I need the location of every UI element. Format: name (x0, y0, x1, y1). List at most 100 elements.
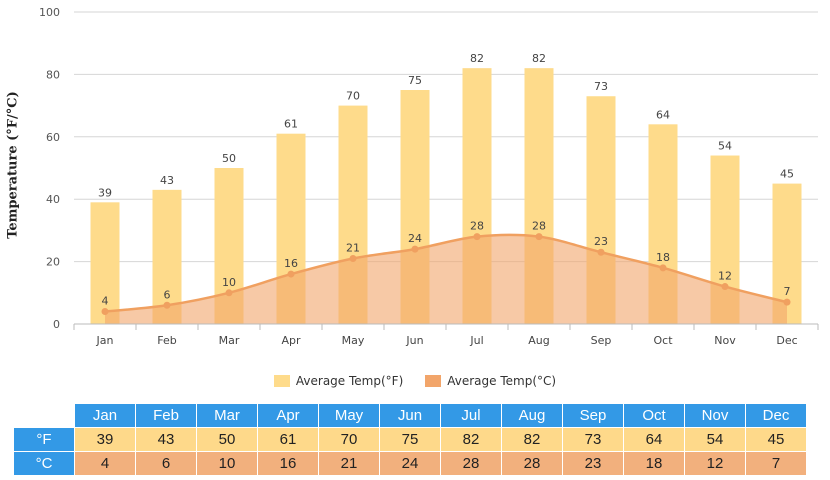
table-cell-celsius: 10 (197, 452, 257, 475)
data-label-fahrenheit: 43 (160, 174, 174, 187)
data-label-fahrenheit: 50 (222, 152, 236, 165)
table-cell-celsius: 23 (563, 452, 623, 475)
point-celsius (597, 248, 605, 256)
temperature-chart: 0 20 40 60 80 100 Jan Feb Mar Apr May Jun Jul Aug Sep O… (39, 6, 819, 347)
x-tick-label: Jun (405, 334, 423, 347)
x-tick-label: Oct (653, 334, 673, 347)
table-header-month: Mar (197, 404, 257, 427)
y-tick-label: 40 (46, 193, 60, 206)
legend-label-celsius: Average Temp(°C) (447, 374, 557, 388)
table-cell-celsius: 7 (746, 452, 806, 475)
x-tick-label: Dec (776, 334, 797, 347)
table-cell-celsius: 18 (624, 452, 684, 475)
table-cell-fahrenheit: 64 (624, 428, 684, 451)
point-celsius (163, 301, 171, 309)
point-celsius (411, 245, 419, 253)
table-cell-fahrenheit: 43 (136, 428, 196, 451)
data-label-celsius: 23 (594, 235, 608, 248)
table-header-month: Feb (136, 404, 196, 427)
table-header-month: Sep (563, 404, 623, 427)
legend-swatch-fahrenheit (273, 375, 290, 387)
area-celsius (105, 234, 787, 324)
y-axis-label: Temperature (°F/°C) (5, 91, 21, 239)
data-label-fahrenheit: 61 (284, 118, 298, 131)
table-cell-celsius: 28 (441, 452, 501, 475)
y-tick-label: 0 (53, 318, 60, 331)
x-tick-label: Jan (96, 334, 114, 347)
table-cell-celsius: 6 (136, 452, 196, 475)
y-tick-label: 20 (46, 256, 60, 269)
table-header-month: Nov (685, 404, 745, 427)
table-cell-fahrenheit: 70 (319, 428, 379, 451)
table-cell-fahrenheit: 39 (75, 428, 135, 451)
data-label-celsius: 24 (408, 232, 422, 245)
x-tick-label: Mar (219, 334, 240, 347)
data-label-fahrenheit: 64 (656, 108, 670, 121)
table-row-celsius: °C 4 6 10 16 21 24 28 28 23 18 12 7 (14, 452, 806, 475)
data-label-fahrenheit: 45 (780, 168, 794, 181)
table-header-month: Apr (258, 404, 318, 427)
row-label-celsius: °C (14, 452, 74, 475)
data-label-celsius: 16 (284, 257, 298, 270)
y-tick-label: 80 (46, 68, 60, 81)
point-celsius (783, 298, 791, 306)
table-cell-celsius: 12 (685, 452, 745, 475)
table-row-fahrenheit: °F 39 43 50 61 70 75 82 82 73 64 54 45 (14, 428, 806, 451)
legend-swatch-celsius (425, 375, 442, 387)
table-cell-fahrenheit: 54 (685, 428, 745, 451)
x-tick-label: Jul (469, 334, 483, 347)
data-label-celsius: 28 (470, 220, 484, 233)
table-cell-celsius: 16 (258, 452, 318, 475)
table-cell-celsius: 4 (75, 452, 135, 475)
data-label-fahrenheit: 39 (98, 186, 112, 199)
point-celsius (287, 270, 295, 278)
table-header-month: Dec (746, 404, 806, 427)
table-cell-celsius: 28 (502, 452, 562, 475)
y-tick-label: 100 (39, 6, 60, 19)
bar-fahrenheit (90, 202, 120, 324)
data-label-fahrenheit: 70 (346, 90, 360, 103)
table-header-month: May (319, 404, 379, 427)
point-celsius (721, 283, 729, 291)
data-label-fahrenheit: 82 (470, 52, 484, 65)
x-tick-label: Feb (157, 334, 176, 347)
y-axis-label-wrap: Temperature (°F/°C) (6, 91, 33, 239)
data-label-celsius: 28 (532, 220, 546, 233)
table-header-month: Jul (441, 404, 501, 427)
table-cell-fahrenheit: 75 (380, 428, 440, 451)
point-celsius (535, 233, 543, 241)
data-label-fahrenheit: 54 (718, 140, 732, 153)
table-cell-fahrenheit: 73 (563, 428, 623, 451)
x-tick-label: Nov (714, 334, 736, 347)
bar-fahrenheit (152, 189, 182, 324)
data-label-fahrenheit: 75 (408, 74, 422, 87)
y-tick-label: 60 (46, 131, 60, 144)
row-label-fahrenheit: °F (14, 428, 74, 451)
data-label-celsius: 4 (102, 295, 109, 308)
table-corner (14, 404, 74, 427)
legend-item-celsius[interactable]: Average Temp(°C) (425, 372, 556, 390)
table-header-row: Jan Feb Mar Apr May Jun Jul Aug Sep Oct Nov Dec (14, 404, 806, 427)
table-cell-celsius: 21 (319, 452, 379, 475)
table-cell-fahrenheit: 61 (258, 428, 318, 451)
table-cell-fahrenheit: 50 (197, 428, 257, 451)
table-cell-celsius: 24 (380, 452, 440, 475)
data-label-celsius: 21 (346, 241, 360, 254)
x-tick-label: Aug (528, 334, 549, 347)
data-label-fahrenheit: 82 (532, 52, 546, 65)
data-label-celsius: 6 (164, 288, 171, 301)
temperature-table: Jan Feb Mar Apr May Jun Jul Aug Sep Oct Nov Dec °F … (13, 403, 807, 476)
data-label-celsius: 12 (718, 270, 732, 283)
point-celsius (349, 254, 357, 262)
data-label-celsius: 7 (784, 285, 791, 298)
table-header-month: Jun (380, 404, 440, 427)
legend: Average Temp(°F) Average Temp(°C) (0, 372, 830, 390)
legend-item-fahrenheit[interactable]: Average Temp(°F) (273, 372, 404, 390)
data-label-celsius: 10 (222, 276, 236, 289)
legend-label-fahrenheit: Average Temp(°F) (295, 374, 404, 388)
point-celsius (473, 233, 481, 241)
data-label-fahrenheit: 73 (594, 80, 608, 93)
point-celsius (225, 289, 233, 297)
table-header-month: Jan (75, 404, 135, 427)
point-celsius (101, 308, 109, 316)
